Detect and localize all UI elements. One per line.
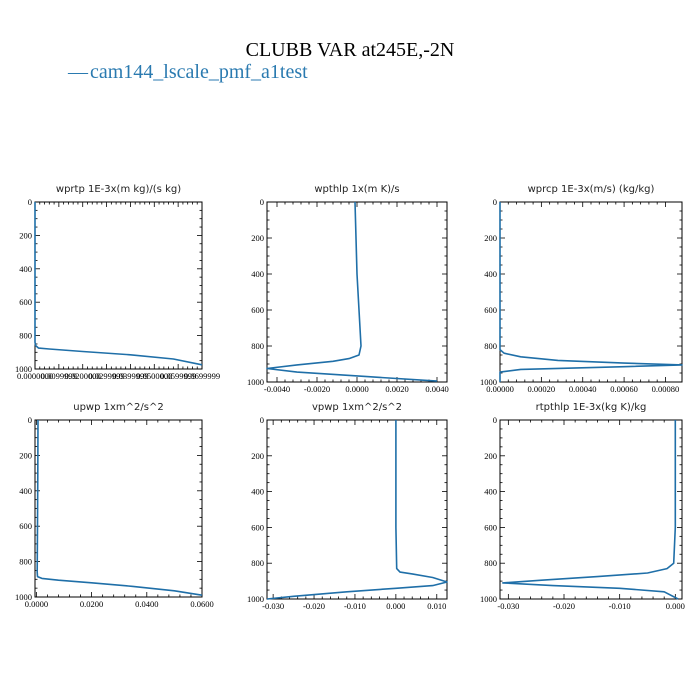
y-tick-label: 400 [19, 486, 32, 496]
x-tick-label: 0.0600 [190, 599, 213, 609]
x-tick-label: -0.020 [553, 601, 575, 611]
y-tick-label: 0 [28, 415, 32, 425]
plot-frame [266, 419, 448, 600]
y-tick-label: 400 [484, 269, 497, 279]
x-tick-label: -0.0040 [264, 384, 290, 394]
profile-line [36, 419, 203, 596]
y-tick-label: 800 [484, 558, 497, 568]
y-tick-label: 400 [19, 264, 32, 274]
profile-line [499, 202, 683, 382]
x-tick-label: 0.0399999 [112, 371, 148, 381]
x-tick-label: -0.030 [497, 601, 519, 611]
panel-title: wpthlp 1x(m K)/s [314, 184, 399, 195]
x-tick-label: 0.00080 [652, 384, 680, 394]
x-tick-label: 0.0599999 [160, 371, 196, 381]
y-tick-label: 400 [251, 487, 264, 497]
x-tick-label: 0.0040 [425, 384, 448, 394]
y-tick-label: 1000 [247, 594, 264, 604]
panel-3: wprcp 1E-3x(m/s) (kg/kg) 0 200 400 600 800 100… [480, 184, 683, 394]
y-tick-label: 0 [493, 197, 497, 207]
profile-line [266, 201, 438, 382]
x-tick-label: 0.00040 [569, 384, 597, 394]
x-tick-label: -0.010 [344, 601, 366, 611]
y-tick-label: 800 [251, 341, 264, 351]
profile-line [501, 420, 679, 600]
x-tick-label: 0.0500000 [136, 371, 172, 381]
y-tick-label: 200 [19, 230, 32, 240]
y-tick-label: 0 [493, 415, 497, 425]
y-tick-label: 0 [260, 197, 264, 207]
y-tick-label: 1000 [247, 377, 264, 387]
x-tick-label: 0.0000 [25, 599, 48, 609]
x-tick-label: 0.000 [386, 601, 405, 611]
x-tick-label: 0.0000 [345, 384, 368, 394]
x-tick-label: -0.0020 [304, 384, 330, 394]
y-tick-label: 200 [484, 233, 497, 243]
y-tick-label: 600 [251, 305, 264, 315]
x-tick-label: 0.0200 [80, 599, 103, 609]
y-tick-label: 400 [251, 269, 264, 279]
y-tick-label: 200 [251, 233, 264, 243]
panel-1: wprtp 1E-3x(m kg)/(s kg) 0 200 400 600 800 100… [15, 184, 220, 381]
y-tick-label: 400 [484, 487, 497, 497]
x-tick-label: 0.0200000 [65, 371, 101, 381]
y-tick-label: 200 [251, 451, 264, 461]
y-tick-label: 0 [260, 415, 264, 425]
y-tick-label: 600 [19, 521, 32, 531]
profile-line [266, 420, 448, 600]
x-tick-label: 0.0299999 [89, 371, 125, 381]
y-tick-label: 800 [19, 557, 32, 567]
panel-2: wpthlp 1x(m K)/s 0 200 400 600 800 1000-0.0040… [247, 184, 449, 394]
x-tick-label: 0.00020 [528, 384, 556, 394]
y-tick-label: 200 [19, 450, 32, 460]
x-tick-label: 0.00000 [486, 384, 514, 394]
y-tick-label: 1000 [480, 594, 497, 604]
y-tick-label: 1000 [15, 592, 32, 602]
y-tick-label: 1000 [15, 364, 32, 374]
panel-5: vpwp 1xm^2/s^2 0 200 400 600 800 1000-0.030 -0.… [247, 402, 448, 611]
figure-title: CLUBB VAR at245E,-2N [246, 39, 455, 61]
y-tick-label: 600 [251, 522, 264, 532]
x-tick-label: 0.0000000 [17, 371, 53, 381]
x-tick-label: 0.000 [666, 601, 685, 611]
panel-title: wprtp 1E-3x(m kg)/(s kg) [56, 184, 181, 195]
x-tick-label: 0.0099999 [41, 371, 77, 381]
x-tick-label: 0.0400 [135, 599, 158, 609]
panel-6: rtpthlp 1E-3x(kg K)/kg02004006008001000-… [480, 402, 685, 611]
y-tick-label: 600 [484, 522, 497, 532]
x-tick-label: -0.030 [262, 601, 284, 611]
x-tick-label: 0.0020 [385, 384, 408, 394]
plot-frame [499, 201, 683, 383]
y-tick-label: 0 [28, 197, 32, 207]
y-tick-label: 600 [484, 305, 497, 315]
profile-line [34, 202, 203, 366]
x-tick-label: 0.00060 [610, 384, 638, 394]
plot-frame [34, 201, 203, 370]
x-tick-label: -0.010 [609, 601, 631, 611]
x-tick-label: -0.020 [303, 601, 325, 611]
legend-symbol: — [67, 61, 89, 83]
y-tick-label: 800 [484, 341, 497, 351]
y-tick-label: 800 [251, 558, 264, 568]
panels-group: wprtp 1E-3x(m kg)/(s kg) 0 200 400 600 800 100… [15, 184, 685, 611]
panel-title: vpwp 1xm^2/s^2 [312, 402, 402, 413]
panel-title: rtpthlp 1E-3x(kg K)/kg [536, 402, 647, 413]
panel-title: wprcp 1E-3x(m/s) (kg/kg) [528, 184, 655, 195]
x-tick-label: 0.0699999 [184, 371, 220, 381]
y-tick-label: 800 [19, 331, 32, 341]
plot-frame [34, 419, 203, 598]
y-tick-label: 200 [484, 451, 497, 461]
x-tick-label: 0.010 [427, 601, 446, 611]
panel-title: upwp 1xm^2/s^2 [73, 402, 163, 413]
y-tick-label: 600 [19, 297, 32, 307]
legend-label: cam144_lscale_pmf_a1test [90, 61, 308, 83]
y-tick-label: 1000 [480, 377, 497, 387]
